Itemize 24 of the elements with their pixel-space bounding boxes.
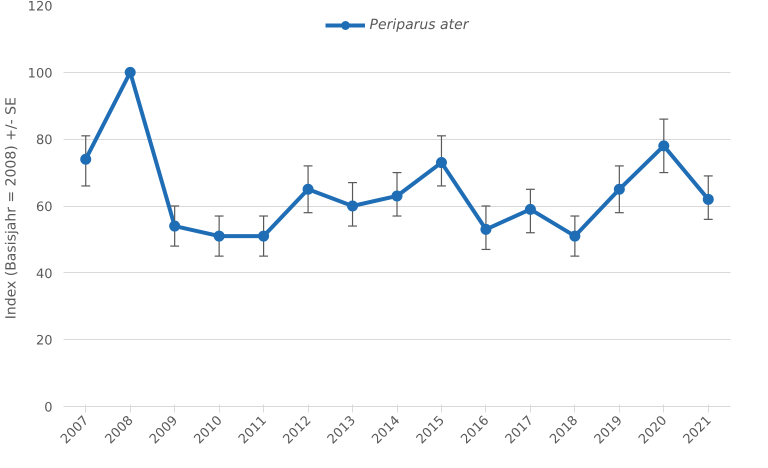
y-tick-label: 60	[36, 200, 53, 215]
point	[658, 140, 670, 152]
y-tick-label: 120	[28, 0, 53, 14]
point	[347, 200, 358, 212]
point	[480, 224, 492, 235]
point	[214, 230, 225, 242]
point	[436, 157, 447, 168]
point	[614, 184, 625, 195]
point	[258, 230, 270, 242]
point	[524, 204, 536, 215]
point	[392, 190, 402, 202]
point	[124, 66, 136, 78]
y-tick-label: 0	[44, 400, 53, 416]
point	[80, 154, 92, 165]
y-tick-label: 100	[28, 66, 53, 82]
y-tick-label: 40	[36, 266, 53, 282]
legend-label: Periparus ater	[370, 17, 468, 33]
point	[569, 230, 580, 242]
point	[702, 194, 714, 205]
point	[302, 184, 314, 195]
y-tick-label: 20	[36, 334, 53, 349]
y-axis-title: Index (Basisjahr = 2008) +/- SE	[4, 97, 20, 320]
point	[169, 220, 180, 232]
y-tick-label: 80	[36, 133, 53, 148]
